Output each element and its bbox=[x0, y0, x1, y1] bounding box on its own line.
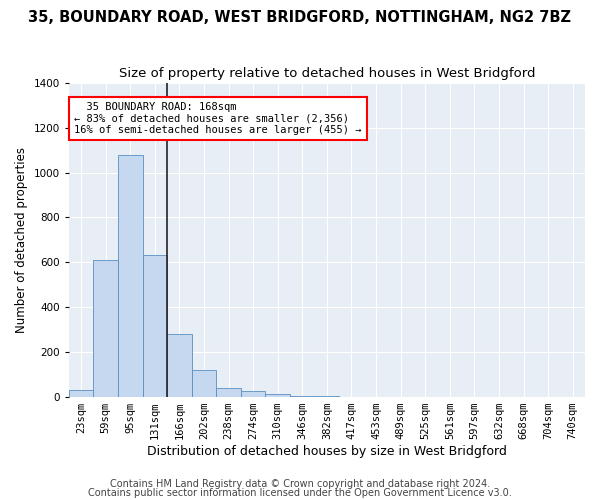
Bar bbox=[94, 260, 118, 396]
Bar bbox=[69, 390, 94, 396]
Bar bbox=[143, 256, 167, 396]
Bar bbox=[241, 391, 265, 396]
Bar bbox=[265, 394, 290, 396]
Bar bbox=[217, 388, 241, 396]
Text: 35, BOUNDARY ROAD, WEST BRIDGFORD, NOTTINGHAM, NG2 7BZ: 35, BOUNDARY ROAD, WEST BRIDGFORD, NOTTI… bbox=[29, 10, 571, 25]
X-axis label: Distribution of detached houses by size in West Bridgford: Distribution of detached houses by size … bbox=[147, 444, 507, 458]
Bar bbox=[167, 334, 192, 396]
Text: Contains public sector information licensed under the Open Government Licence v3: Contains public sector information licen… bbox=[88, 488, 512, 498]
Text: 35 BOUNDARY ROAD: 168sqm
← 83% of detached houses are smaller (2,356)
16% of sem: 35 BOUNDARY ROAD: 168sqm ← 83% of detach… bbox=[74, 102, 361, 135]
Text: Contains HM Land Registry data © Crown copyright and database right 2024.: Contains HM Land Registry data © Crown c… bbox=[110, 479, 490, 489]
Title: Size of property relative to detached houses in West Bridgford: Size of property relative to detached ho… bbox=[119, 68, 535, 80]
Bar bbox=[118, 154, 143, 396]
Bar bbox=[192, 370, 217, 396]
Y-axis label: Number of detached properties: Number of detached properties bbox=[15, 147, 28, 333]
